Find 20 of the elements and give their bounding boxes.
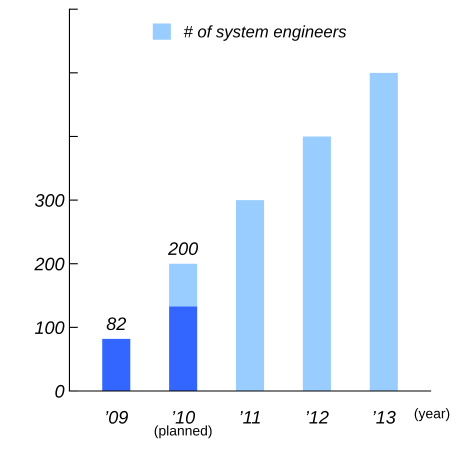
y-tick-label: 200 — [34, 258, 64, 270]
text: (planned) — [154, 425, 212, 438]
x-tick-label: ’12 — [306, 410, 329, 424]
y-tick-label: 300 — [34, 194, 64, 207]
x-tick-label: ’09 — [106, 410, 128, 424]
x-tick-label: ’10 — [172, 410, 196, 424]
data-label: 82 — [106, 317, 126, 330]
text: (year) — [414, 408, 450, 422]
bar — [302, 136, 331, 391]
bar — [236, 200, 264, 391]
x-tick-label: ’13 — [373, 410, 396, 424]
x-tick-label: ’11 — [240, 411, 260, 424]
y-tick-label: 100 — [34, 321, 64, 334]
legend-label: # of system engineers — [184, 25, 346, 41]
bar — [102, 338, 130, 391]
bar — [370, 72, 398, 391]
y-tick-label: 0 — [55, 384, 64, 398]
total-label: 200 — [168, 242, 198, 256]
bar — [169, 306, 198, 391]
bar — [169, 264, 198, 306]
